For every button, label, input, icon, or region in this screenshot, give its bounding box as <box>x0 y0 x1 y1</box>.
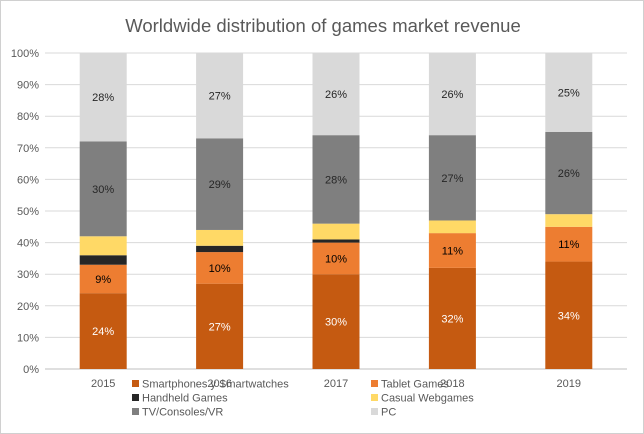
y-tick-label: 100% <box>11 48 39 60</box>
bar-segment <box>428 267 476 369</box>
bar-segment <box>312 239 360 243</box>
y-tick-label: 0% <box>23 364 39 376</box>
bar-segment <box>196 252 244 284</box>
legend-label: Tablet Games <box>381 379 449 391</box>
bar-segment <box>545 261 593 369</box>
legend-label: PC <box>381 407 396 419</box>
bar-segment <box>312 274 360 369</box>
legend-swatch <box>132 394 139 401</box>
legend-label: Smartphones y Smartwatches <box>142 379 289 391</box>
legend-swatch <box>371 380 378 387</box>
bar-segment <box>428 53 476 136</box>
bar-segment <box>428 135 476 221</box>
data-label: 24% <box>92 326 114 338</box>
data-label: 27% <box>209 321 231 333</box>
x-tick-label: 2016 <box>207 378 231 390</box>
bar-segment <box>428 233 476 268</box>
y-tick-label: 30% <box>17 269 39 281</box>
data-label: 26% <box>558 168 580 180</box>
y-tick-label: 40% <box>17 238 39 250</box>
y-tick-label: 70% <box>17 143 39 155</box>
x-tick-label: 2015 <box>91 378 115 390</box>
data-labels: 24% 9% 30% 28% 27% 10% 29% 27% 30% 10% 28% 26% 32% 11… <box>92 88 580 339</box>
bar-segment <box>79 236 127 256</box>
y-tick-label: 80% <box>17 111 39 123</box>
y-tick-label: 20% <box>17 301 39 313</box>
data-label: 26% <box>441 89 463 101</box>
data-label: 30% <box>92 184 114 196</box>
bar-segment <box>79 141 127 237</box>
data-label: 9% <box>95 274 111 286</box>
bar-segment <box>312 135 360 224</box>
bar-segment <box>196 53 244 139</box>
data-label: 28% <box>92 92 114 104</box>
data-label: 25% <box>558 88 580 100</box>
data-label: 29% <box>209 179 231 191</box>
legend-swatch <box>371 408 378 415</box>
legend: Smartphones y Smartwatches Tablet Games Ha… <box>132 379 474 419</box>
data-label: 27% <box>209 91 231 103</box>
x-tick-label: 2019 <box>557 378 581 390</box>
y-tick-label: 50% <box>17 206 39 218</box>
y-tick-label: 90% <box>17 80 39 92</box>
data-label: 32% <box>441 313 463 325</box>
data-label: 10% <box>209 263 231 275</box>
x-tick-label: 2017 <box>324 378 348 390</box>
legend-label: Casual Webgames <box>381 393 474 405</box>
bar-segment <box>79 293 127 369</box>
bar-segment <box>312 53 360 136</box>
bar-segment <box>312 242 360 275</box>
y-axis-ticks: 0% 10% 20% 30% 40% 50% 60% 70% 80% 90% 100% <box>11 48 39 376</box>
legend-swatch <box>132 380 139 387</box>
data-label: 28% <box>325 174 347 186</box>
x-tick-label: 2018 <box>440 378 464 390</box>
legend-label: Handheld Games <box>142 393 228 405</box>
bar-segment <box>196 229 244 246</box>
bar-segment <box>545 132 593 215</box>
bar-segment <box>545 53 593 132</box>
bar-segment <box>79 255 127 265</box>
data-label: 11% <box>558 239 579 251</box>
legend-label: TV/Consoles/VR <box>142 407 223 419</box>
y-tick-label: 60% <box>17 174 39 186</box>
bar-segment <box>196 283 244 369</box>
data-label: 34% <box>558 310 580 322</box>
bar-segment <box>312 223 360 240</box>
bars <box>79 53 593 369</box>
bar-segment <box>545 226 593 262</box>
data-label: 27% <box>441 173 463 185</box>
bar-segment <box>428 220 476 234</box>
data-label: 11% <box>442 246 463 258</box>
bar-segment <box>196 138 244 230</box>
bar-segment <box>196 245 244 253</box>
chart-title: Worldwide distribution of games market r… <box>125 15 521 36</box>
bar-segment <box>545 214 593 227</box>
data-label: 26% <box>325 89 347 101</box>
bar-segment <box>79 53 127 142</box>
legend-swatch <box>371 394 378 401</box>
x-axis-ticks: 2015 2016 2017 2018 2019 <box>91 378 581 390</box>
bar-segment <box>79 264 127 294</box>
data-label: 30% <box>325 317 347 329</box>
data-label: 10% <box>325 253 347 265</box>
y-tick-label: 10% <box>17 332 39 344</box>
legend-swatch <box>132 408 139 415</box>
